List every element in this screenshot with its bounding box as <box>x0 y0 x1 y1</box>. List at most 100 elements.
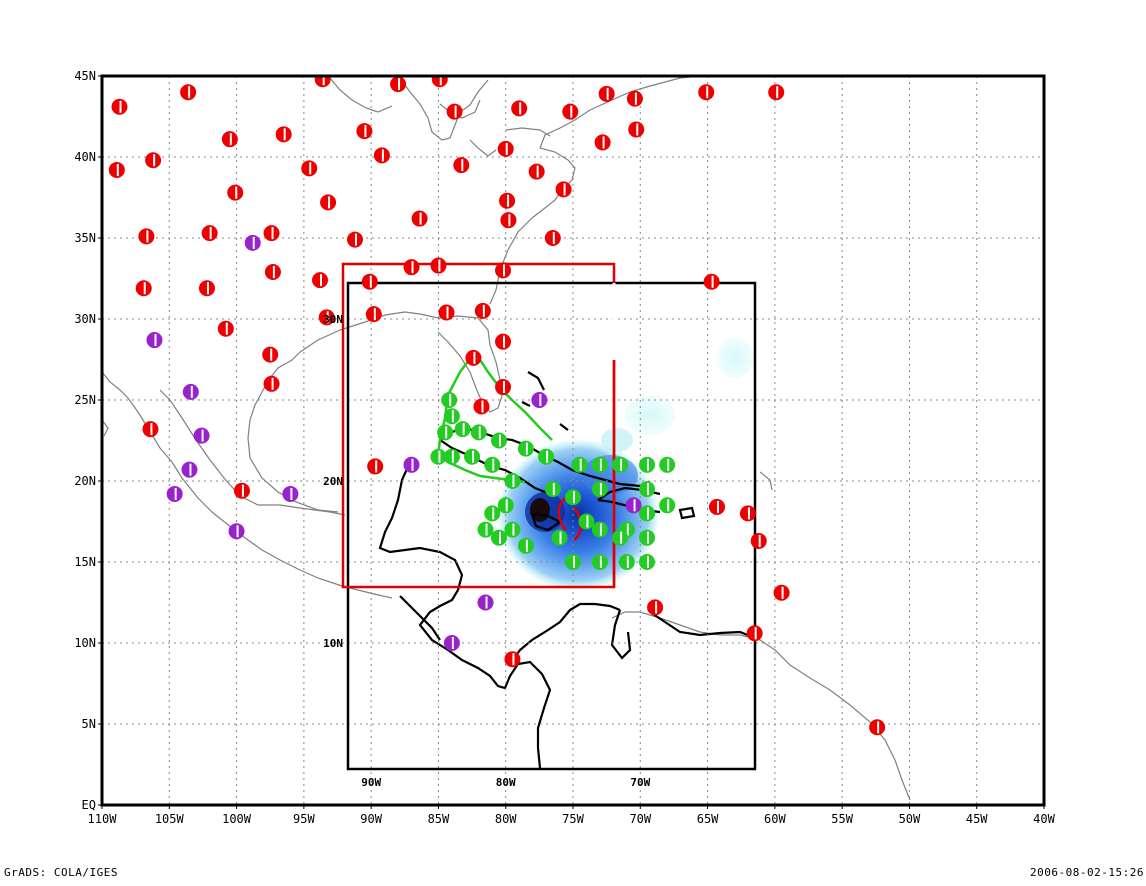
lat-tick-label: 35N <box>74 231 96 245</box>
inner-domain-labels: 90W 80W 70W 10N 20N 30N <box>323 313 650 789</box>
red-station-marker <box>367 458 384 475</box>
red-station-marker <box>703 273 720 290</box>
lon-tick-label: 75W <box>562 812 584 826</box>
green-station-marker <box>571 456 588 473</box>
red-station-marker <box>314 76 331 88</box>
red-station-marker <box>264 264 281 281</box>
purple-station-marker <box>166 485 183 502</box>
red-station-marker <box>598 85 615 102</box>
purple-station-marker <box>182 383 199 400</box>
red-station-marker <box>438 304 455 321</box>
red-station-marker <box>511 100 528 117</box>
lon-tick-label: 105W <box>155 812 185 826</box>
green-station-marker <box>504 473 521 489</box>
red-station-marker <box>361 273 378 290</box>
green-station-marker <box>437 424 454 441</box>
lon-tick-label: 50W <box>899 812 921 826</box>
nested-domains <box>341 262 757 771</box>
red-station-marker <box>768 84 785 101</box>
green-station-marker <box>565 489 581 506</box>
green-station-marker <box>591 554 608 570</box>
red-station-marker <box>446 103 463 120</box>
green-station-marker <box>612 529 629 546</box>
green-station-marker <box>544 481 561 498</box>
lat-tick-label: 15N <box>74 555 96 569</box>
red-station-marker <box>356 123 373 140</box>
red-station-marker <box>528 163 545 180</box>
green-station-marker <box>618 554 635 570</box>
purple-station-marker <box>193 427 210 444</box>
lat-tick-label: 30N <box>74 312 96 326</box>
red-station-marker <box>495 379 512 396</box>
green-station-marker <box>659 497 676 514</box>
red-station-marker <box>544 230 561 246</box>
lat-tick-label: EQ <box>82 798 96 812</box>
green-station-marker <box>639 529 656 546</box>
lat-tick-label: 45N <box>74 69 96 83</box>
red-station-marker <box>233 482 250 499</box>
red-station-marker <box>403 259 420 276</box>
lon-tick-label: 45W <box>966 812 988 826</box>
red-station-marker <box>262 346 279 363</box>
red-station-marker <box>108 161 125 178</box>
footer-timestamp: 2006-08-02-15:26 <box>1030 866 1144 879</box>
red-station-marker <box>739 505 756 522</box>
green-station-marker <box>477 521 494 538</box>
red-station-marker <box>411 210 428 227</box>
red-station-marker <box>301 160 318 177</box>
red-station-marker <box>750 532 767 549</box>
red-station-marker <box>626 90 643 107</box>
green-station-marker <box>443 408 460 425</box>
red-station-marker <box>138 228 155 245</box>
inner-lon-label: 80W <box>496 776 516 789</box>
lat-tick-label: 25N <box>74 393 96 407</box>
lon-tick-label: 60W <box>764 812 786 826</box>
purple-station-marker <box>403 456 420 473</box>
green-station-marker <box>612 456 629 473</box>
green-station-marker <box>490 432 507 449</box>
inner-lat-label: 20N <box>323 475 343 488</box>
green-station-marker <box>517 440 534 457</box>
green-station-marker <box>517 537 534 554</box>
red-station-marker <box>275 126 292 143</box>
red-station-marker <box>217 320 234 337</box>
green-station-marker <box>551 529 568 546</box>
green-station-marker <box>443 448 460 465</box>
purple-station-marker <box>477 594 494 611</box>
red-station-marker <box>698 84 715 101</box>
lon-tick-label: 80W <box>495 812 517 826</box>
green-station-marker <box>639 481 656 498</box>
red-station-marker <box>495 333 512 350</box>
red-station-marker <box>318 309 335 326</box>
green-station-marker <box>484 456 501 473</box>
green-station-marker <box>504 521 521 538</box>
red-station-marker <box>430 257 447 274</box>
red-station-marker <box>312 272 329 289</box>
lat-tick-label: 20N <box>74 474 96 488</box>
red-station-marker <box>465 349 482 366</box>
red-station-marker <box>497 140 514 157</box>
purple-station-marker <box>531 392 548 408</box>
red-station-marker <box>473 398 490 415</box>
green-station-marker <box>490 529 507 546</box>
footer-credit: GrADS: COLA/IGES <box>4 866 118 879</box>
inner-lat-label: 10N <box>323 637 343 650</box>
red-station-marker <box>145 152 162 169</box>
red-station-marker <box>628 121 645 138</box>
lat-tick-label: 10N <box>74 636 96 650</box>
green-station-marker <box>441 392 458 408</box>
green-station-marker <box>484 505 501 522</box>
inner-lon-label: 70W <box>630 776 650 789</box>
lon-tick-label: 40W <box>1033 812 1055 826</box>
lon-tick-label: 65W <box>697 812 719 826</box>
red-station-marker <box>263 375 280 392</box>
red-station-marker <box>221 131 238 148</box>
green-station-marker <box>591 456 608 473</box>
red-station-marker <box>142 421 159 438</box>
red-station-marker <box>390 76 407 93</box>
red-station-marker <box>453 157 470 174</box>
red-station-marker <box>499 192 516 209</box>
green-station-marker <box>470 424 487 441</box>
red-station-marker <box>263 225 280 242</box>
red-station-marker <box>495 262 512 279</box>
